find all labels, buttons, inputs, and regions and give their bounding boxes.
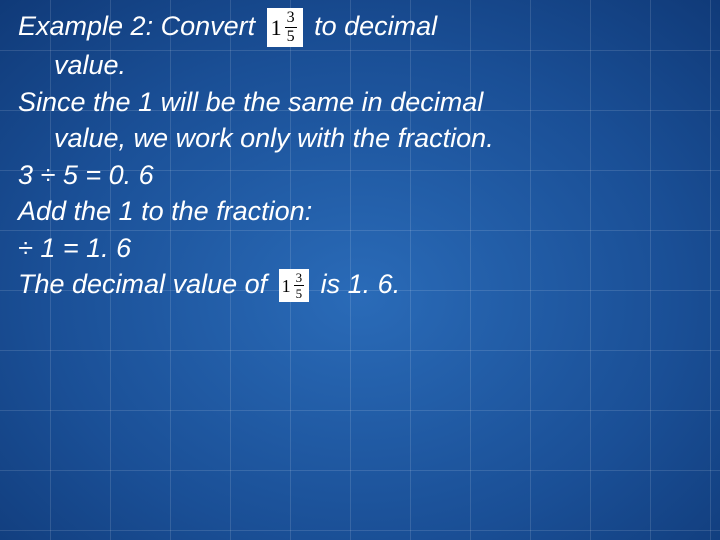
slide-content: Example 2: Convert 1 3 5 to decimal valu…: [0, 0, 720, 302]
text-add-the-1: Add the 1 to the fraction:: [18, 196, 312, 226]
text-the-decimal-value-of: The decimal value of: [18, 269, 275, 299]
fraction1-whole: 1: [271, 17, 285, 39]
line-2: value.: [18, 47, 702, 83]
line-6: Add the 1 to the fraction:: [18, 193, 702, 229]
text-since: Since the 1 will be the same in decimal: [18, 87, 483, 117]
line-5: 3 ÷ 5 = 0. 6: [18, 157, 702, 193]
text-value-we-work: value, we work only with the fraction.: [54, 123, 494, 153]
mixed-fraction-1: 1 3 5: [267, 8, 303, 47]
text-example-convert: Example 2: Convert: [18, 11, 263, 41]
fraction2-denominator: 5: [294, 285, 305, 300]
line-1: Example 2: Convert 1 3 5 to decimal: [18, 8, 702, 47]
fraction1-numerator: 3: [285, 10, 297, 27]
fraction2-numerator: 3: [294, 271, 305, 285]
text-division: 3 ÷ 5 = 0. 6: [18, 160, 154, 190]
fraction2-whole: 1: [282, 277, 294, 295]
text-value: value.: [54, 50, 126, 80]
line-8: The decimal value of 1 3 5 is 1. 6.: [18, 266, 702, 302]
line-4: value, we work only with the fraction.: [18, 120, 702, 156]
text-is-1-6: is 1. 6.: [321, 269, 401, 299]
text-to-decimal: to decimal: [314, 11, 437, 41]
text-div-1-eq: ÷ 1 = 1. 6: [18, 233, 131, 263]
line-3: Since the 1 will be the same in decimal: [18, 84, 702, 120]
fraction1-denominator: 5: [285, 27, 297, 45]
mixed-fraction-2: 1 3 5: [279, 269, 310, 302]
line-7: ÷ 1 = 1. 6: [18, 230, 702, 266]
